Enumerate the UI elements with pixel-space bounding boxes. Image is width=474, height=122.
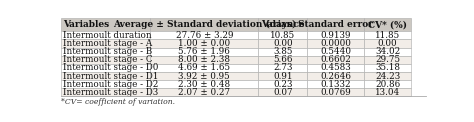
Text: Variables: Variables [64,20,109,29]
Bar [307,72,364,80]
Text: Variance: Variance [261,20,304,29]
Text: 5.76 ± 1.96: 5.76 ± 1.96 [178,47,230,56]
Bar [364,88,411,96]
Text: 0.91: 0.91 [273,71,292,81]
Bar [258,39,307,48]
Bar [364,18,411,31]
Text: Intermoult stage - C: Intermoult stage - C [64,55,153,64]
Bar [61,72,150,80]
Text: 0.07: 0.07 [273,88,292,97]
Bar [150,88,258,96]
Text: 0.9139: 0.9139 [320,31,351,40]
Text: 3.92 ± 0.95: 3.92 ± 0.95 [178,71,230,81]
Text: 11.85: 11.85 [375,31,400,40]
Bar [307,18,364,31]
Bar [150,18,258,31]
Bar [364,80,411,88]
Text: 2.30 ± 0.48: 2.30 ± 0.48 [178,80,230,89]
Text: 27.76 ± 3.29: 27.76 ± 3.29 [175,31,233,40]
Text: Intermoult stage - B: Intermoult stage - B [64,47,153,56]
Bar [258,56,307,64]
Text: Standard error: Standard error [298,20,373,29]
Bar [364,72,411,80]
Bar [150,64,258,72]
Text: 0.00: 0.00 [378,39,397,48]
Bar [258,48,307,56]
Bar [61,18,150,31]
Text: Intermoult stage - D3: Intermoult stage - D3 [64,88,158,97]
Bar [150,80,258,88]
Bar [258,64,307,72]
Text: 0.0000: 0.0000 [320,39,351,48]
Bar [258,72,307,80]
Bar [307,80,364,88]
Text: 2.73: 2.73 [273,63,292,72]
Text: Intermoult stage - D2: Intermoult stage - D2 [64,80,159,89]
Bar [61,64,150,72]
Text: Average ± Standard deviation (days): Average ± Standard deviation (days) [113,20,296,29]
Text: 0.2646: 0.2646 [320,71,351,81]
Text: 0.00: 0.00 [273,39,292,48]
Bar [258,80,307,88]
Bar [364,48,411,56]
Text: 34.02: 34.02 [375,47,400,56]
Bar [258,18,307,31]
Text: Intermoult duration: Intermoult duration [64,31,152,40]
Text: 0.1332: 0.1332 [320,80,351,89]
Text: Intermoult stage - D1: Intermoult stage - D1 [64,71,159,81]
Text: 24.23: 24.23 [375,71,400,81]
Text: 13.04: 13.04 [375,88,400,97]
Bar [61,39,150,48]
Text: 2.07 ± 0.27: 2.07 ± 0.27 [178,88,230,97]
Bar [150,56,258,64]
Text: 0.0769: 0.0769 [320,88,351,97]
Bar [61,48,150,56]
Text: 0.4583: 0.4583 [320,63,351,72]
Text: Intermoult stage - A: Intermoult stage - A [64,39,153,48]
Bar [150,48,258,56]
Bar [307,48,364,56]
Bar [61,88,150,96]
Bar [150,39,258,48]
Bar [307,64,364,72]
Text: 8.00 ± 2.38: 8.00 ± 2.38 [178,55,230,64]
Text: 4.69 ± 1.65: 4.69 ± 1.65 [178,63,230,72]
Bar [258,31,307,39]
Bar [364,64,411,72]
Text: CV* (%): CV* (%) [368,20,407,29]
Bar [258,88,307,96]
Bar [364,39,411,48]
Text: 0.23: 0.23 [273,80,292,89]
Bar [61,31,150,39]
Text: Intermoult stage - D0: Intermoult stage - D0 [64,63,159,72]
Bar [307,88,364,96]
Bar [307,56,364,64]
Bar [364,56,411,64]
Bar [307,39,364,48]
Text: 35.18: 35.18 [375,63,400,72]
Text: 20.86: 20.86 [375,80,400,89]
Bar [364,31,411,39]
Bar [307,31,364,39]
Text: 5.66: 5.66 [273,55,292,64]
Bar [61,56,150,64]
Text: 1.00 ± 0.00: 1.00 ± 0.00 [178,39,230,48]
Text: *CV= coefficient of variation.: *CV= coefficient of variation. [61,98,175,106]
Text: 3.85: 3.85 [273,47,292,56]
Bar [150,72,258,80]
Bar [150,31,258,39]
Text: 10.85: 10.85 [270,31,295,40]
Text: 29.75: 29.75 [375,55,400,64]
Text: 0.5440: 0.5440 [320,47,351,56]
Bar [61,80,150,88]
Text: 0.6602: 0.6602 [320,55,351,64]
